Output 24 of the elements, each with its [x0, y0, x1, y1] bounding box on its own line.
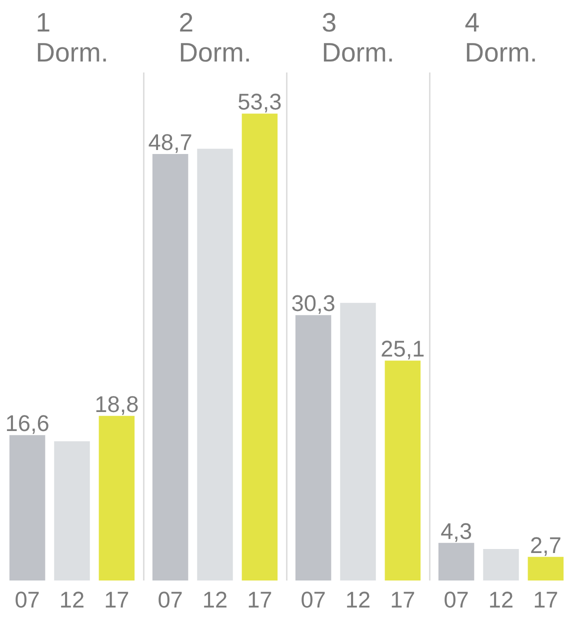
chart-title: 1 Dorm. — [36, 8, 108, 68]
x-tick-label: 17 — [247, 586, 272, 612]
x-tick-label: 17 — [390, 586, 416, 612]
data-label: 18,8 — [94, 390, 139, 417]
data-label: 2,7 — [530, 532, 562, 558]
chart-title: 4 Dorm. — [464, 8, 538, 68]
x-tick-label: 07 — [300, 586, 326, 612]
x-tick-label: 07 — [158, 586, 183, 612]
x-tick-label: 17 — [104, 586, 130, 612]
data-label: 16,6 — [5, 410, 50, 436]
x-tick-label: 07 — [444, 586, 469, 612]
x-tick-label: 12 — [345, 586, 371, 612]
data-label: 4,3 — [440, 518, 472, 544]
x-tick-label: 07 — [14, 586, 40, 612]
x-tick-label: 12 — [59, 586, 85, 612]
data-label: 48,7 — [148, 128, 192, 155]
data-label: 30,3 — [291, 290, 336, 316]
data-label: 53,3 — [238, 88, 282, 115]
x-tick-label: 17 — [533, 586, 558, 612]
chart-title: 2 Dorm. — [178, 8, 252, 68]
chart-title: 3 Dorm. — [322, 8, 394, 68]
data-label: 25,1 — [380, 336, 425, 362]
x-tick-label: 12 — [488, 586, 514, 612]
x-tick-label: 12 — [202, 586, 228, 612]
